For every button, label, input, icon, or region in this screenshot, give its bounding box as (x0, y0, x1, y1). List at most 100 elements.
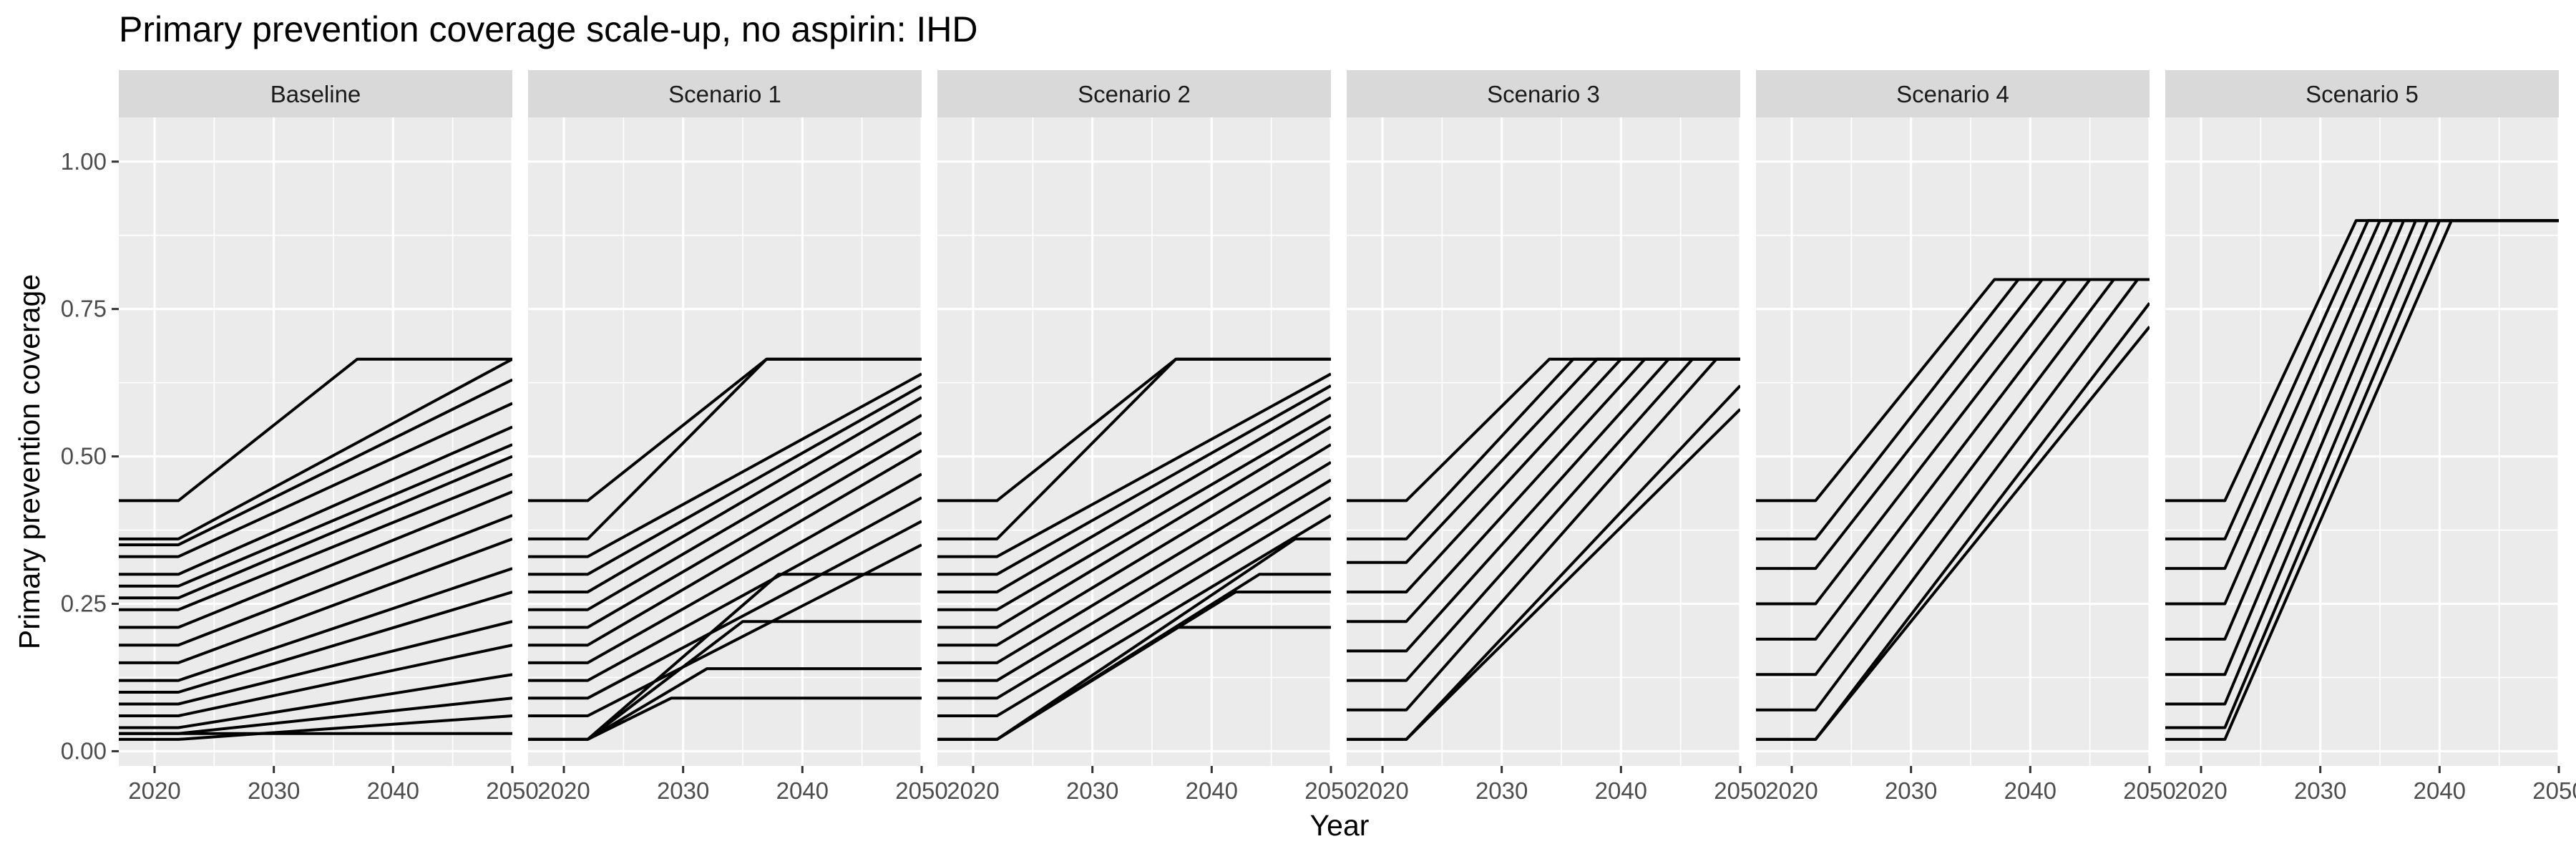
x-axis-title: Year (1310, 809, 1370, 842)
series-line (1756, 278, 2150, 676)
chart-title: Primary prevention coverage scale-up, no… (119, 9, 978, 49)
panel-background (937, 117, 1331, 766)
facet-strip (528, 70, 922, 117)
facet-strip-label: Scenario 4 (1896, 81, 2009, 107)
facet-panel: Scenario 4 2020 2030 2040 2050 (1756, 70, 2176, 804)
y-tick-label: 0.00 (61, 737, 107, 764)
y-tick-label: 0.75 (61, 296, 107, 322)
series-line (1347, 408, 1740, 741)
facet-strip (1756, 70, 2150, 117)
x-tick-label: 2040 (2414, 777, 2466, 804)
x-tick-label: 2050 (1714, 777, 1766, 804)
x-tick-label: 2030 (657, 777, 709, 804)
x-tick-label: 2030 (1475, 777, 1528, 804)
series-line (937, 443, 1331, 647)
series-line (528, 496, 922, 682)
x-tick-label: 2030 (1066, 777, 1118, 804)
series-lines (1347, 357, 1740, 741)
x-tick-label: 2050 (1304, 777, 1357, 804)
series-lines (937, 357, 1331, 741)
series-line (119, 567, 512, 682)
panel-background (1756, 117, 2150, 766)
series-lines (2165, 219, 2559, 741)
series-line (528, 697, 922, 741)
series-line (2165, 219, 2559, 741)
series-line (119, 591, 512, 694)
series-line (1756, 326, 2150, 741)
x-tick-label: 2030 (2294, 777, 2346, 804)
x-tick-label: 2050 (2123, 777, 2175, 804)
series-line (937, 626, 1331, 741)
series-line (119, 620, 512, 706)
series-line (528, 449, 922, 647)
facet-strip (2165, 70, 2559, 117)
y-axis: 0.00 0.25 0.50 0.75 1.00 (61, 148, 119, 764)
series-lines (119, 357, 512, 741)
series-line (937, 478, 1331, 682)
x-tick-label: 2020 (1765, 777, 1818, 804)
series-line (937, 461, 1331, 664)
series-line (119, 425, 512, 576)
x-tick-label: 2020 (537, 777, 590, 804)
x-tick-label: 2040 (776, 777, 829, 804)
x-tick-label: 2020 (128, 777, 180, 804)
series-line (528, 472, 922, 664)
series-line (119, 378, 512, 547)
facet-strip-label: Baseline (270, 81, 361, 107)
series-line (1756, 278, 2150, 712)
facet-strip-label: Scenario 1 (668, 81, 781, 107)
series-lines (1756, 278, 2150, 741)
series-line (119, 644, 512, 717)
series-line (528, 372, 922, 558)
x-tick-label: 2030 (248, 777, 300, 804)
y-tick-label: 0.25 (61, 591, 107, 617)
facet-panel: Scenario 3 2020 2030 2040 2050 (1347, 70, 1767, 804)
series-line (937, 496, 1331, 700)
series-line (528, 414, 922, 611)
x-tick-label: 2020 (1356, 777, 1408, 804)
series-line (937, 357, 1331, 540)
series-line (119, 455, 512, 600)
facet-strip (1347, 70, 1740, 117)
x-tick-label: 2040 (1595, 777, 1647, 804)
series-line (528, 396, 922, 593)
series-line (937, 372, 1331, 558)
x-tick-label: 2040 (1186, 777, 1238, 804)
facet-strip-label: Scenario 3 (1487, 81, 1600, 107)
x-tick-label: 2030 (1885, 777, 1937, 804)
facet-panel: Scenario 5 2020 2030 2040 2050 (2165, 70, 2576, 804)
series-line (528, 520, 922, 700)
series-line (119, 714, 512, 741)
series-line (119, 514, 512, 647)
series-line (119, 673, 512, 729)
facet-strip-label: Scenario 5 (2306, 81, 2419, 107)
series-line (1347, 357, 1740, 712)
series-line (528, 384, 922, 576)
series-line (528, 357, 922, 540)
series-line (937, 414, 1331, 611)
series-line (937, 396, 1331, 593)
facet-panel: Baseline 2020 2030 2040 2050 (119, 70, 539, 804)
series-line (937, 425, 1331, 629)
series-line (528, 543, 922, 717)
series-line (119, 472, 512, 611)
facet-panel: Scenario 1 2020 2030 2040 2050 (528, 70, 948, 804)
series-line (119, 402, 512, 558)
series-line (937, 384, 1331, 576)
x-tick-label: 2050 (895, 777, 947, 804)
series-line (119, 443, 512, 588)
series-line (528, 431, 922, 629)
x-tick-label: 2050 (486, 777, 538, 804)
y-tick-label: 1.00 (61, 148, 107, 175)
facet-strip (119, 70, 512, 117)
facet-strip (937, 70, 1331, 117)
x-tick-label: 2050 (2532, 777, 2576, 804)
series-line (937, 514, 1331, 717)
facet-strip-label: Scenario 2 (1078, 81, 1191, 107)
x-tick-label: 2040 (367, 777, 419, 804)
series-line (119, 357, 512, 540)
y-axis-title: Primary prevention coverage (13, 274, 46, 649)
x-tick-label: 2040 (2004, 777, 2057, 804)
series-line (119, 538, 512, 664)
